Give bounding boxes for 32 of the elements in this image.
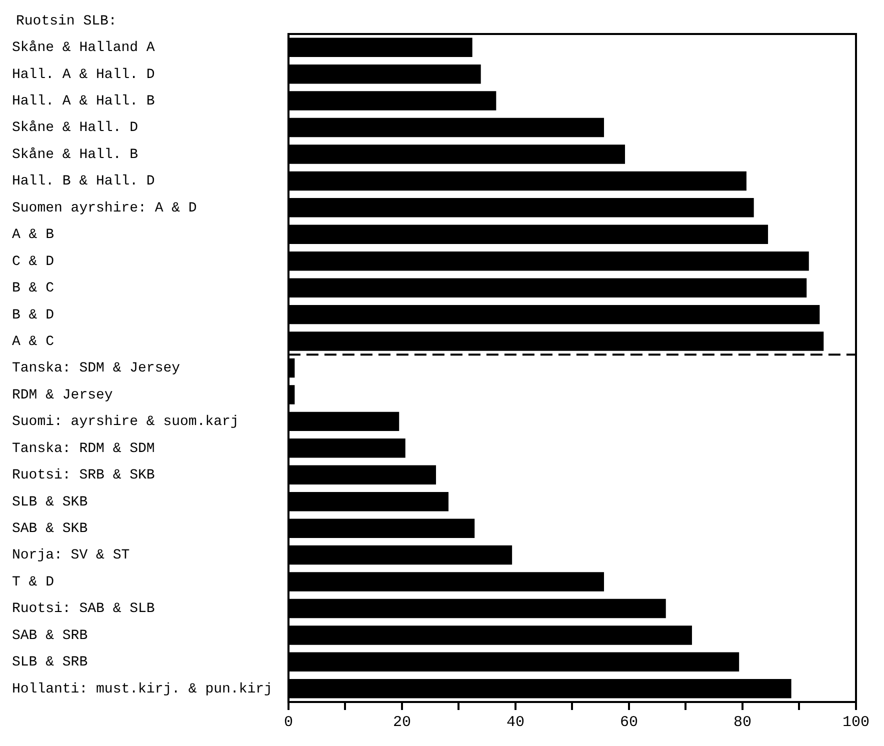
y-tick-label: A & C xyxy=(12,334,54,350)
y-tick-label: SLB & SKB xyxy=(12,494,88,510)
x-tick-label: 60 xyxy=(620,714,638,731)
y-tick-label: Norja: SV & ST xyxy=(12,548,130,564)
y-tick-label: T & D xyxy=(12,574,54,590)
y-tick-label: Skåne & Hall. B xyxy=(12,146,138,163)
x-tick-label: 0 xyxy=(284,714,293,731)
y-tick-label: Tanska: SDM & Jersey xyxy=(12,360,180,377)
y-tick-label: Hall. A & Hall. B xyxy=(12,94,155,110)
x-tick-label: 100 xyxy=(842,714,870,731)
y-tick-label: A & B xyxy=(12,227,54,244)
x-tick-label: 20 xyxy=(392,714,411,731)
y-tick-label: Skåne & Halland A xyxy=(12,40,156,56)
y-tick-label: Skåne & Hall. D xyxy=(12,120,138,136)
y-tick-label: B & C xyxy=(12,280,54,297)
y-tick-label: Suomen ayrshire: A & D xyxy=(12,200,197,216)
text: Ruotsin SLB: xyxy=(16,14,117,30)
y-tick-label: Hall. B & Hall. D xyxy=(12,174,155,190)
y-tick-label: Hollanti: must.kirj. & pun.kirj xyxy=(12,681,272,698)
y-tick-label: SAB & SKB xyxy=(12,521,88,538)
y-tick-label: Ruotsi: SAB & SLB xyxy=(12,601,155,618)
y-tick-label: C & D xyxy=(12,254,54,270)
y-tick-label: SLB & SRB xyxy=(12,654,88,671)
y-tick-label: Ruotsi: SRB & SKB xyxy=(12,468,155,484)
y-tick-label: Suomi: ayrshire & suom.karj xyxy=(12,414,239,430)
y-tick-label: RDM & Jersey xyxy=(12,387,113,404)
y-tick-label: B & D xyxy=(12,307,54,324)
x-tick-label: 80 xyxy=(733,714,752,731)
y-tick-label: Tanska: RDM & SDM xyxy=(12,440,155,457)
y-tick-label: Hall. A & Hall. D xyxy=(12,66,155,83)
y-tick-label: SAB & SRB xyxy=(12,628,88,644)
x-tick-label: 40 xyxy=(506,714,524,731)
